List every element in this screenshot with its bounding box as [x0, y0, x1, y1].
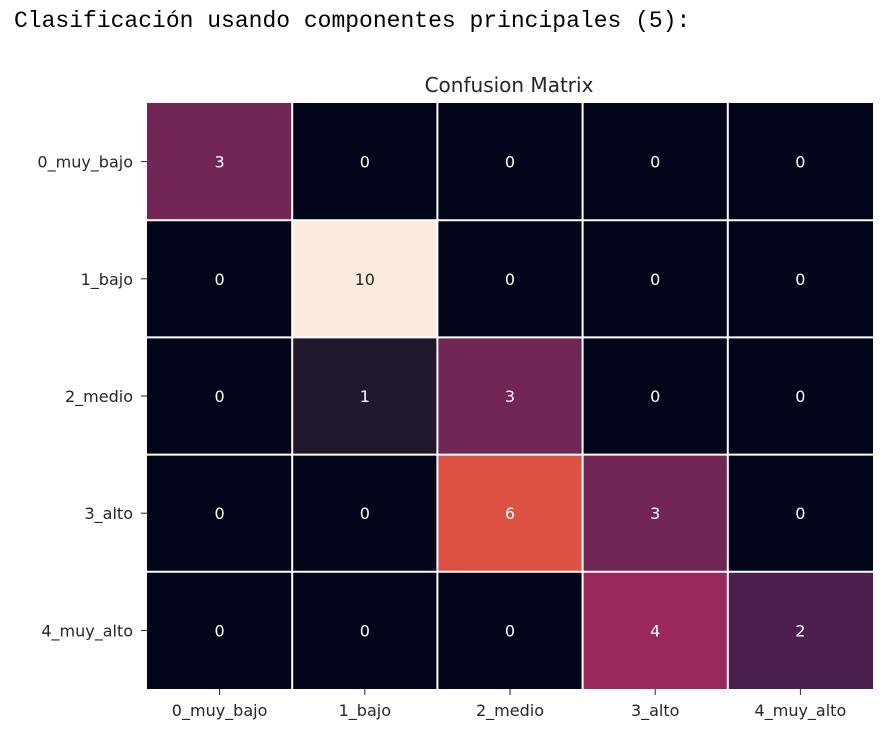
heatmap-cell-r2-c1 — [292, 337, 438, 455]
cell-value-r4-c2: 0 — [505, 621, 515, 640]
x-tick-label: 4_muy_alto — [755, 701, 847, 721]
heatmap-cell-r1-c3 — [582, 220, 728, 338]
output-header-text: Clasificación usando componentes princip… — [14, 8, 691, 34]
cell-value-r0-c0: 3 — [215, 153, 225, 172]
heatmap-cell-r0-c2 — [437, 103, 583, 221]
cell-value-r2-c3: 0 — [650, 387, 660, 406]
y-tick-label: 1_bajo — [81, 270, 133, 290]
heatmap-cell-r0-c3 — [582, 103, 728, 221]
cell-value-r4-c4: 2 — [795, 621, 805, 640]
heatmap-cell-r4-c1 — [292, 571, 438, 689]
cell-value-r3-c1: 0 — [360, 504, 370, 523]
heatmap-cell-r2-c4 — [727, 337, 873, 455]
cell-value-r1-c4: 0 — [795, 270, 805, 289]
heatmap-cell-r1-c2 — [437, 220, 583, 338]
cell-value-r0-c1: 0 — [360, 153, 370, 172]
x-tick-label: 3_alto — [631, 701, 680, 721]
cell-value-r4-c0: 0 — [215, 621, 225, 640]
chart-title: Confusion Matrix — [425, 73, 594, 97]
y-tick-label: 3_alto — [85, 504, 134, 524]
cell-value-r1-c3: 0 — [650, 270, 660, 289]
heatmap-cell-r3-c0 — [147, 454, 293, 572]
cell-value-r0-c4: 0 — [795, 153, 805, 172]
heatmap-cell-r1-c4 — [727, 220, 873, 338]
cell-value-r2-c0: 0 — [215, 387, 225, 406]
heatmap-cell-r3-c1 — [292, 454, 438, 572]
cell-value-r3-c4: 0 — [795, 504, 805, 523]
cell-value-r4-c1: 0 — [360, 621, 370, 640]
cell-value-r3-c3: 3 — [650, 504, 660, 523]
cell-value-r0-c3: 0 — [650, 153, 660, 172]
cell-borders — [147, 103, 873, 689]
heatmap-cell-r1-c1 — [292, 220, 438, 338]
heatmap-cell-r4-c0 — [147, 571, 293, 689]
heatmap-cell-r2-c0 — [147, 337, 293, 455]
heatmap-cell-r4-c2 — [437, 571, 583, 689]
cell-value-r2-c4: 0 — [795, 387, 805, 406]
heatmap-cell-r3-c2 — [437, 454, 583, 572]
heatmap-cell-r0-c4 — [727, 103, 873, 221]
heatmap-cells — [147, 103, 873, 689]
heatmap-cell-r0-c0 — [147, 103, 293, 221]
x-tick-label: 2_medio — [476, 701, 544, 721]
heatmap-cell-r3-c4 — [727, 454, 873, 572]
cell-value-r1-c0: 0 — [215, 270, 225, 289]
heatmap-cell-r2-c2 — [437, 337, 583, 455]
cell-value-r3-c2: 6 — [505, 504, 515, 523]
cell-value-r2-c2: 3 — [505, 387, 515, 406]
x-axis-ticks: 0_muy_bajo 1_bajo 2_medio 3_alto 4_muy_alto — [172, 689, 846, 721]
heatmap-cell-r0-c1 — [292, 103, 438, 221]
heatmap-cell-r2-c3 — [582, 337, 728, 455]
cell-value-r0-c2: 0 — [505, 153, 515, 172]
x-tick-label: 1_bajo — [339, 701, 391, 721]
cell-value-r1-c1: 10 — [355, 270, 375, 289]
y-tick-label: 4_muy_alto — [41, 621, 133, 641]
cell-value-r3-c0: 0 — [215, 504, 225, 523]
cell-value-r1-c2: 0 — [505, 270, 515, 289]
cell-value-r4-c3: 4 — [650, 621, 660, 640]
y-tick-label: 0_muy_bajo — [37, 153, 133, 173]
heatmap-cell-r4-c3 — [582, 571, 728, 689]
x-tick-label: 0_muy_bajo — [172, 701, 268, 721]
heatmap-cell-r4-c4 — [727, 571, 873, 689]
y-axis-ticks: 0_muy_bajo 1_bajo 2_medio 3_alto 4_muy_alto — [37, 153, 147, 641]
y-tick-label: 2_medio — [65, 387, 133, 407]
cell-value-r2-c1: 1 — [360, 387, 370, 406]
heatmap-cell-r3-c3 — [582, 454, 728, 572]
cell-annotations: 3 0 0 0 0 0 10 0 0 0 0 1 3 0 0 0 0 6 3 0 0 0 0 4 2 — [215, 153, 806, 641]
heatmap-cell-r1-c0 — [147, 220, 293, 338]
